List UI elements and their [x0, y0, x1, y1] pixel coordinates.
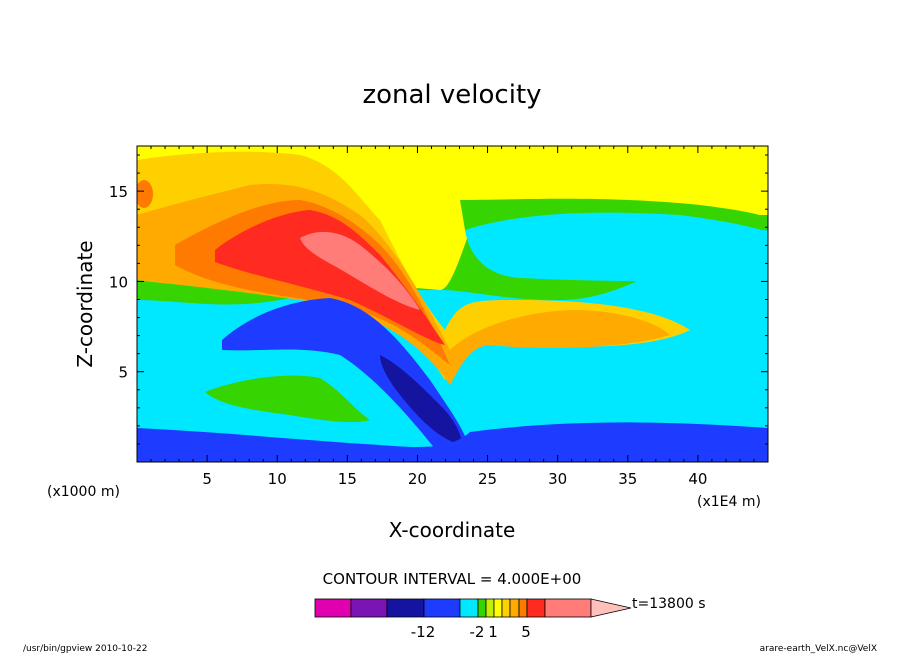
colorbar-extension-arrow — [590, 598, 632, 618]
band-red-upper — [215, 210, 445, 345]
x-tick-label: 10 — [268, 470, 287, 488]
contour-interval-text: CONTOUR INTERVAL = 4.000E+00 — [323, 570, 582, 588]
x-unit-label: (x1E4 m) — [697, 494, 761, 510]
x-axis-label: X-coordinate — [389, 518, 516, 542]
y-axis-label: Z-coordinate — [73, 240, 97, 367]
colorbar-tick-labels: -12 -2 1 5 — [411, 623, 531, 641]
colorbar-tick-label: -12 — [411, 623, 436, 641]
band-green-lower — [205, 375, 370, 423]
x-tick-label: 15 — [338, 470, 357, 488]
colorbar-segment — [544, 598, 592, 618]
band-blue-bottom — [137, 422, 768, 462]
colorbar-tick-label: 5 — [521, 623, 531, 641]
chart-title: zonal velocity — [362, 80, 541, 110]
y-tick-label: 15 — [109, 183, 128, 201]
colorbar-segment — [386, 598, 425, 618]
x-tick-label: 30 — [548, 470, 567, 488]
y-axis-ticks: 5 10 15 — [109, 154, 768, 445]
colorbar-segment — [485, 598, 495, 618]
band-blue-lower — [222, 298, 470, 455]
y-tick-label: 10 — [109, 273, 128, 291]
colorbar-segment — [501, 598, 511, 618]
colorbar-segment — [314, 598, 352, 618]
x-tick-label: 40 — [688, 470, 707, 488]
colorbar-tick-label: 1 — [488, 623, 498, 641]
footer-right: arare-earth_VelX.nc@VelX — [760, 644, 877, 654]
colorbar-segment — [350, 598, 388, 618]
colorbar-segment — [493, 598, 503, 618]
x-axis-ticks: 5 10 15 20 25 30 35 40 — [150, 146, 755, 488]
band-cyan-right — [465, 212, 768, 282]
x-tick-label: 20 — [408, 470, 427, 488]
colorbar-segment — [509, 598, 520, 618]
colorbar-segment — [423, 598, 461, 618]
x-tick-label: 5 — [202, 470, 212, 488]
y-unit-label: (x1000 m) — [47, 484, 120, 500]
footer-left: /usr/bin/gpview 2010-10-22 — [23, 644, 147, 654]
colorbar-segment — [459, 598, 479, 618]
colorbar — [314, 598, 632, 618]
colorbar-segment — [518, 598, 528, 618]
x-tick-label: 25 — [478, 470, 497, 488]
plot-area — [137, 146, 768, 462]
colorbar-segment — [477, 598, 487, 618]
plot-frame — [136, 145, 769, 463]
colorbar-segment — [526, 598, 546, 618]
x-tick-label: 35 — [618, 470, 637, 488]
colorbar-tick-label: -2 — [470, 623, 485, 641]
band-red-spot — [137, 180, 153, 208]
band-pink-core — [300, 231, 420, 310]
y-tick-label: 5 — [118, 364, 128, 382]
band-navy-core — [380, 355, 462, 445]
time-label: t=13800 s — [632, 596, 706, 612]
